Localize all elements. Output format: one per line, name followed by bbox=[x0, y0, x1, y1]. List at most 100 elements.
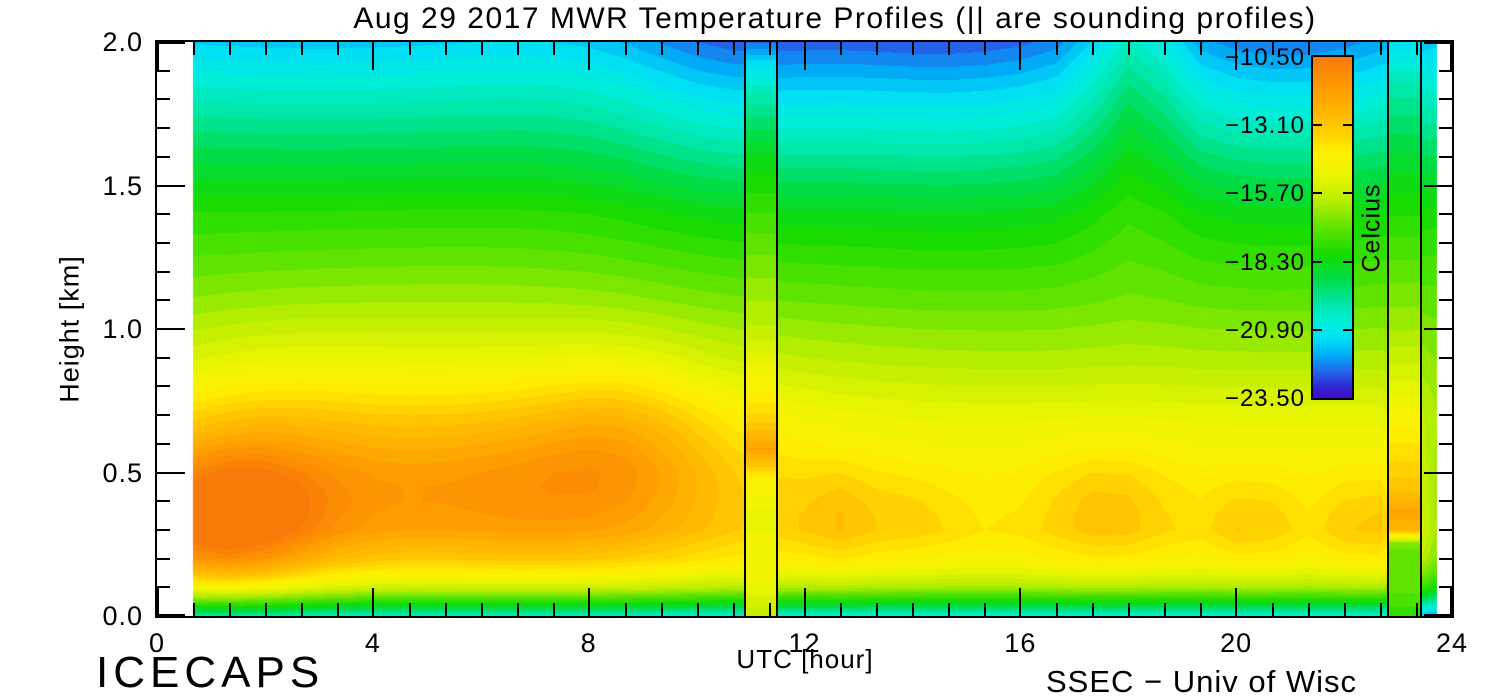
x-minor-tick-top bbox=[337, 42, 339, 55]
x-major-tick-top bbox=[1450, 42, 1452, 70]
colorbar-tick bbox=[1313, 124, 1322, 126]
x-major-tick-top bbox=[1019, 42, 1021, 70]
colorbar-tick bbox=[1343, 261, 1352, 263]
x-minor-tick-top bbox=[553, 42, 555, 55]
y-minor-tick-right bbox=[1439, 529, 1452, 531]
x-minor-tick-bottom bbox=[733, 603, 735, 616]
colorbar-tick-label: −10.50 bbox=[1224, 44, 1305, 71]
colorbar-unit-label: Celcius bbox=[1357, 183, 1386, 273]
y-major-tick-right bbox=[1424, 614, 1452, 616]
x-minor-tick-top bbox=[661, 42, 663, 55]
y-minor-tick-right bbox=[1439, 70, 1452, 72]
y-tick-label: 0.5 bbox=[102, 457, 143, 488]
x-minor-tick-top bbox=[193, 42, 195, 55]
y-minor-tick-left bbox=[157, 414, 170, 416]
y-tick-label: 1.0 bbox=[102, 314, 143, 344]
y-minor-tick-right bbox=[1439, 271, 1452, 273]
x-minor-tick-top bbox=[229, 42, 231, 55]
y-minor-tick-right bbox=[1439, 414, 1452, 416]
x-tick-label: 4 bbox=[364, 628, 381, 658]
x-major-tick-bottom bbox=[157, 588, 159, 616]
x-tick-label: 16 bbox=[1004, 628, 1037, 658]
y-major-tick-right bbox=[1424, 42, 1452, 44]
x-minor-tick-top bbox=[1164, 42, 1166, 55]
sounding-line bbox=[1420, 42, 1422, 616]
y-major-tick-left bbox=[157, 328, 185, 330]
x-minor-tick-bottom bbox=[229, 603, 231, 616]
x-minor-tick-bottom bbox=[1164, 603, 1166, 616]
x-minor-tick-bottom bbox=[553, 603, 555, 616]
x-minor-tick-top bbox=[1416, 42, 1418, 55]
sounding-line bbox=[1387, 42, 1389, 616]
x-minor-tick-top bbox=[1344, 42, 1346, 55]
y-major-tick-left bbox=[157, 472, 185, 474]
x-minor-tick-bottom bbox=[876, 603, 878, 616]
x-minor-tick-bottom bbox=[481, 603, 483, 616]
y-minor-tick-right bbox=[1439, 299, 1452, 301]
x-minor-tick-top bbox=[265, 42, 267, 55]
y-minor-tick-left bbox=[157, 357, 170, 359]
x-minor-tick-top bbox=[733, 42, 735, 55]
credit-ssec: SSEC − Univ of Wisc bbox=[1046, 664, 1357, 699]
colorbar bbox=[1313, 57, 1352, 398]
x-minor-tick-top bbox=[1272, 42, 1274, 55]
y-minor-tick-left bbox=[157, 213, 170, 215]
x-tick-label: 20 bbox=[1220, 628, 1253, 658]
colorbar-tick bbox=[1313, 261, 1322, 263]
x-minor-tick-bottom bbox=[409, 603, 411, 616]
x-major-tick-bottom bbox=[1019, 588, 1021, 616]
x-major-tick-bottom bbox=[804, 588, 806, 616]
x-minor-tick-bottom bbox=[193, 603, 195, 616]
x-major-tick-top bbox=[372, 42, 374, 70]
y-minor-tick-right bbox=[1439, 558, 1452, 560]
x-minor-tick-top bbox=[445, 42, 447, 55]
y-minor-tick-left bbox=[157, 242, 170, 244]
sounding-line bbox=[776, 42, 778, 616]
plot-area bbox=[157, 42, 1452, 616]
x-minor-tick-top bbox=[1308, 42, 1310, 55]
x-tick-label: 0 bbox=[148, 628, 166, 658]
colorbar-tick bbox=[1343, 329, 1352, 331]
y-minor-tick-left bbox=[157, 299, 170, 301]
x-minor-tick-top bbox=[984, 42, 986, 55]
x-minor-tick-bottom bbox=[984, 603, 986, 616]
y-tick-label: 2.0 bbox=[102, 27, 143, 57]
x-major-tick-top bbox=[588, 42, 590, 70]
x-minor-tick-bottom bbox=[265, 603, 267, 616]
y-minor-tick-left bbox=[157, 529, 170, 531]
y-minor-tick-right bbox=[1439, 98, 1452, 100]
x-minor-tick-top bbox=[1056, 42, 1058, 55]
y-tick-label: 1.5 bbox=[102, 170, 143, 201]
y-minor-tick-right bbox=[1439, 385, 1452, 387]
y-minor-tick-left bbox=[157, 500, 170, 502]
y-major-tick-left bbox=[157, 42, 185, 44]
x-minor-tick-bottom bbox=[948, 603, 950, 616]
y-minor-tick-right bbox=[1439, 500, 1452, 502]
x-minor-tick-bottom bbox=[1272, 603, 1274, 616]
x-minor-tick-top bbox=[840, 42, 842, 55]
x-minor-tick-top bbox=[769, 42, 771, 55]
colorbar-tick bbox=[1343, 124, 1352, 126]
x-minor-tick-bottom bbox=[1092, 603, 1094, 616]
x-major-tick-bottom bbox=[1235, 588, 1237, 616]
x-minor-tick-top bbox=[948, 42, 950, 55]
x-minor-tick-bottom bbox=[301, 603, 303, 616]
colorbar-tick bbox=[1313, 329, 1322, 331]
x-minor-tick-bottom bbox=[337, 603, 339, 616]
x-minor-tick-bottom bbox=[769, 603, 771, 616]
chart-title: Aug 29 2017 MWR Temperature Profiles (||… bbox=[353, 2, 1317, 35]
y-minor-tick-right bbox=[1439, 357, 1452, 359]
x-minor-tick-top bbox=[625, 42, 627, 55]
y-minor-tick-left bbox=[157, 586, 170, 588]
y-major-tick-right bbox=[1424, 185, 1452, 187]
x-minor-tick-top bbox=[1200, 42, 1202, 55]
x-minor-tick-top bbox=[481, 42, 483, 55]
x-tick-label: 24 bbox=[1435, 628, 1469, 658]
x-minor-tick-bottom bbox=[661, 603, 663, 616]
colorbar-tick-label: −13.10 bbox=[1224, 112, 1305, 140]
x-minor-tick-bottom bbox=[517, 603, 519, 616]
x-minor-tick-bottom bbox=[1380, 603, 1382, 616]
y-minor-tick-right bbox=[1439, 586, 1452, 588]
colorbar-tick-label: −18.30 bbox=[1224, 248, 1305, 276]
x-minor-tick-top bbox=[1380, 42, 1382, 55]
